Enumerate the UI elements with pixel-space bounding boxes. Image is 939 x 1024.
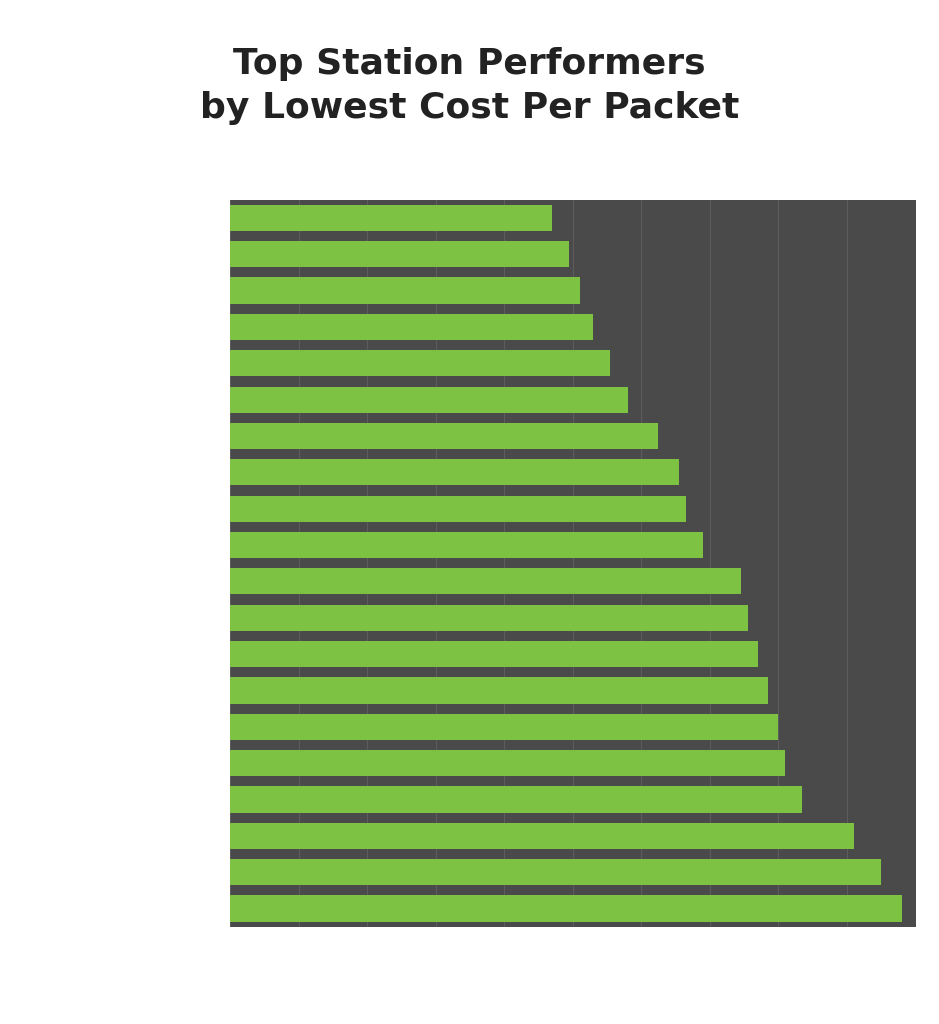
- Bar: [230, 496, 685, 522]
- Bar: [230, 278, 579, 304]
- Bar: [230, 604, 747, 631]
- Bar: [230, 714, 778, 740]
- Bar: [230, 750, 785, 776]
- Bar: [230, 677, 768, 703]
- Bar: [230, 786, 803, 813]
- Bar: [230, 350, 610, 377]
- Bar: [230, 641, 758, 668]
- Bar: [230, 895, 901, 922]
- Bar: [230, 822, 854, 849]
- Bar: [230, 205, 552, 231]
- Bar: [230, 568, 741, 595]
- Bar: [230, 531, 703, 558]
- Bar: [230, 859, 882, 886]
- Bar: [230, 459, 679, 485]
- Bar: [230, 386, 627, 413]
- Text: Top Station Performers
by Lowest Cost Per Packet: Top Station Performers by Lowest Cost Pe…: [200, 47, 739, 125]
- Bar: [230, 241, 569, 267]
- Bar: [230, 423, 658, 450]
- Bar: [230, 313, 593, 340]
